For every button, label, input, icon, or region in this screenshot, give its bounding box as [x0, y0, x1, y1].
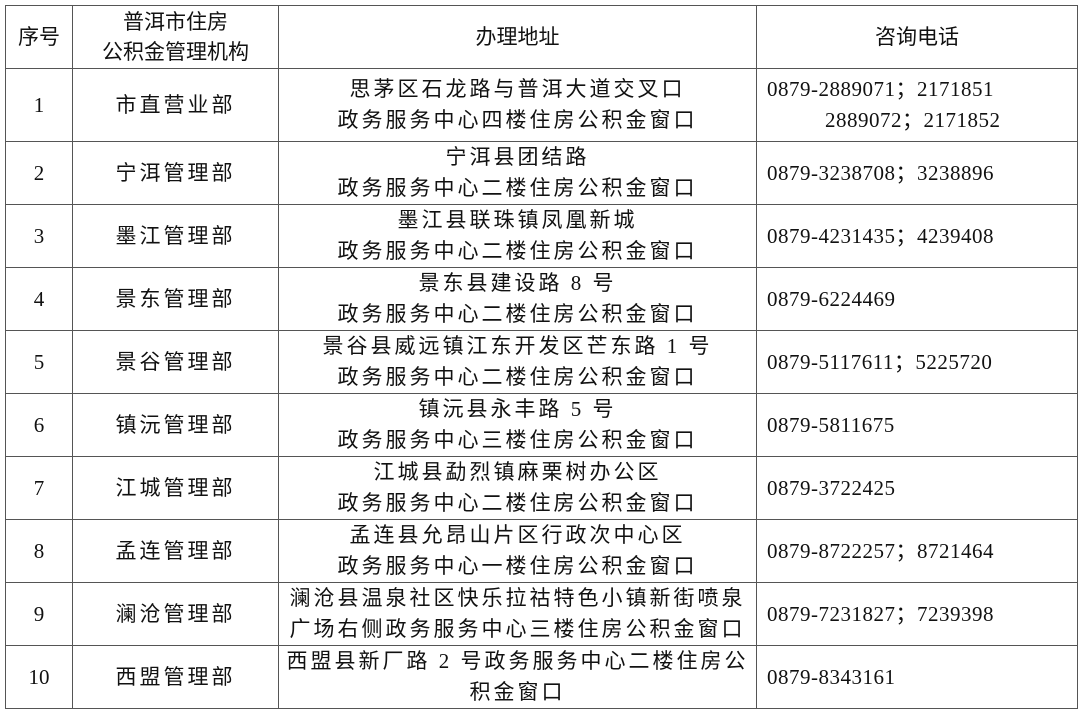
address-line1: 澜沧县温泉社区快乐拉祜特色小镇新街喷泉	[289, 586, 746, 610]
row-address: 墨江县联珠镇凤凰新城政务服务中心二楼住房公积金窗口	[278, 204, 757, 268]
row-no: 10	[5, 645, 73, 709]
row-agency: 景东管理部	[72, 267, 279, 331]
row-phone: 0879-5811675	[756, 393, 1078, 457]
row-no: 5	[5, 330, 73, 394]
address-line2: 政务服务中心二楼住房公积金窗口	[337, 302, 698, 326]
phone-line1: 0879-7231827；7239398	[767, 601, 994, 626]
address-line2: 政务服务中心二楼住房公积金窗口	[337, 239, 698, 263]
phone-line1: 0879-6224469	[767, 286, 896, 311]
table-row: 5 景谷管理部 景谷县威远镇江东开发区芒东路 1 号政务服务中心二楼住房公积金窗口 0…	[5, 330, 1078, 394]
row-phone: 0879-3238708；3238896	[756, 141, 1078, 205]
address-line2: 积金窗口	[469, 680, 566, 704]
row-address: 景谷县威远镇江东开发区芒东路 1 号政务服务中心二楼住房公积金窗口	[278, 330, 757, 394]
table-row: 4 景东管理部 景东县建设路 8 号政务服务中心二楼住房公积金窗口 0879-6224…	[5, 267, 1078, 331]
header-phone: 咨询电话	[756, 5, 1078, 69]
address-line1: 西盟县新厂路 2 号政务服务中心二楼住房公	[286, 649, 749, 673]
address-line2: 政务服务中心二楼住房公积金窗口	[337, 365, 698, 389]
phone-line1: 0879-3238708；3238896	[767, 160, 994, 185]
phone-line2: 2889072；2171852	[825, 108, 1001, 132]
phone-line1: 0879-2889071；2171851	[767, 77, 994, 101]
row-address: 江城县勐烈镇麻栗树办公区政务服务中心二楼住房公积金窗口	[278, 456, 757, 520]
row-address: 镇沅县永丰路 5 号政务服务中心三楼住房公积金窗口	[278, 393, 757, 457]
table-row: 7 江城管理部 江城县勐烈镇麻栗树办公区 政务服务中心二楼住房公积金窗口 0879-37…	[5, 456, 1078, 520]
row-phone: 0879-5117611；5225720	[756, 330, 1078, 394]
table-row: 8 孟连管理部 孟连县允昂山片区行政次中心区 政务服务中心一楼住房公积金窗口 0879-…	[5, 519, 1078, 583]
address-line1: 景谷县威远镇江东开发区芒东路 1 号	[322, 334, 713, 358]
row-address: 宁洱县团结路政务服务中心二楼住房公积金窗口	[278, 141, 757, 205]
address-line1: 墨江县联珠镇凤凰新城	[397, 208, 638, 232]
row-agency: 宁洱管理部	[72, 141, 279, 205]
address-line1: 江城县勐烈镇麻栗树办公区	[373, 460, 662, 484]
address-line2: 政务服务中心二楼住房公积金窗口	[337, 176, 698, 200]
row-no: 6	[5, 393, 73, 457]
row-address: 西盟县新厂路 2 号政务服务中心二楼住房公 积金窗口	[278, 645, 757, 709]
table-row: 1 市直营业部 思茅区石龙路与普洱大道交叉口 政务服务中心四楼住房公积金窗口 0879-…	[5, 68, 1078, 142]
table-header-row: 序号 普洱市住房 公积金管理机构 办理地址 咨询电话	[5, 5, 1078, 69]
row-address: 思茅区石龙路与普洱大道交叉口 政务服务中心四楼住房公积金窗口	[278, 68, 757, 142]
address-line2: 政务服务中心一楼住房公积金窗口	[337, 554, 698, 578]
header-agency-line2: 公积金管理机构	[102, 40, 249, 64]
row-no: 2	[5, 141, 73, 205]
row-address: 澜沧县温泉社区快乐拉祜特色小镇新街喷泉 广场右侧政务服务中心三楼住房公积金窗口	[278, 582, 757, 646]
row-agency: 墨江管理部	[72, 204, 279, 268]
row-agency: 孟连管理部	[72, 519, 279, 583]
row-phone: 0879-7231827；7239398	[756, 582, 1078, 646]
address-line2: 政务服务中心四楼住房公积金窗口	[337, 108, 698, 132]
table-row: 10 西盟管理部 西盟县新厂路 2 号政务服务中心二楼住房公 积金窗口 0879-834…	[5, 645, 1078, 709]
row-agency: 景谷管理部	[72, 330, 279, 394]
table-row: 3 墨江管理部 墨江县联珠镇凤凰新城 政务服务中心二楼住房公积金窗口 0879-4231…	[5, 204, 1078, 268]
table-row: 2 宁洱管理部 宁洱县团结路 政务服务中心二楼住房公积金窗口 0879-3238708；…	[5, 141, 1078, 205]
row-no: 4	[5, 267, 73, 331]
address-line2: 广场右侧政务服务中心三楼住房公积金窗口	[289, 617, 746, 641]
address-line1: 孟连县允昂山片区行政次中心区	[349, 523, 686, 547]
header-address: 办理地址	[278, 5, 757, 69]
row-no: 9	[5, 582, 73, 646]
row-address: 景东县建设路 8 号政务服务中心二楼住房公积金窗口	[278, 267, 757, 331]
row-phone: 0879-4231435；4239408	[756, 204, 1078, 268]
header-agency-line1: 普洱市住房	[123, 10, 228, 34]
row-address: 孟连县允昂山片区行政次中心区 政务服务中心一楼住房公积金窗口	[278, 519, 757, 583]
housing-fund-office-table: 序号 普洱市住房 公积金管理机构 办理地址 咨询电话 1 市直营业部 思茅区石龙路与…	[5, 5, 1078, 709]
row-no: 7	[5, 456, 73, 520]
row-phone: 0879-8343161	[756, 645, 1078, 709]
row-agency: 西盟管理部	[72, 645, 279, 709]
address-line2: 政务服务中心三楼住房公积金窗口	[337, 428, 698, 452]
phone-line1: 0879-5811675	[767, 412, 895, 437]
address-line2: 政务服务中心二楼住房公积金窗口	[337, 491, 698, 515]
row-phone: 0879-8722257；8721464	[756, 519, 1078, 583]
header-no: 序号	[5, 5, 73, 69]
address-line1: 镇沅县永丰路 5 号	[418, 397, 617, 421]
row-agency: 江城管理部	[72, 456, 279, 520]
phone-line1: 0879-8722257；8721464	[767, 538, 994, 563]
phone-line1: 0879-8343161	[767, 664, 896, 689]
row-phone: 0879-6224469	[756, 267, 1078, 331]
row-phone: 0879-2889071；2171851 2889072；2171852	[756, 68, 1078, 142]
table-row: 9 澜沧管理部 澜沧县温泉社区快乐拉祜特色小镇新街喷泉 广场右侧政务服务中心三楼住房公…	[5, 582, 1078, 646]
address-line1: 宁洱县团结路	[445, 145, 590, 169]
phone-line1: 0879-4231435；4239408	[767, 223, 994, 248]
row-no: 1	[5, 68, 73, 142]
row-no: 3	[5, 204, 73, 268]
phone-line1: 0879-5117611；5225720	[767, 349, 993, 374]
row-no: 8	[5, 519, 73, 583]
row-agency: 澜沧管理部	[72, 582, 279, 646]
address-line1: 思茅区石龙路与普洱大道交叉口	[349, 77, 686, 101]
row-agency: 镇沅管理部	[72, 393, 279, 457]
table-row: 6 镇沅管理部 镇沅县永丰路 5 号政务服务中心三楼住房公积金窗口 0879-5811…	[5, 393, 1078, 457]
row-agency: 市直营业部	[72, 68, 279, 142]
address-line1: 景东县建设路 8 号	[418, 271, 617, 295]
header-agency: 普洱市住房 公积金管理机构	[72, 5, 279, 69]
phone-line1: 0879-3722425	[767, 475, 896, 500]
row-phone: 0879-3722425	[756, 456, 1078, 520]
